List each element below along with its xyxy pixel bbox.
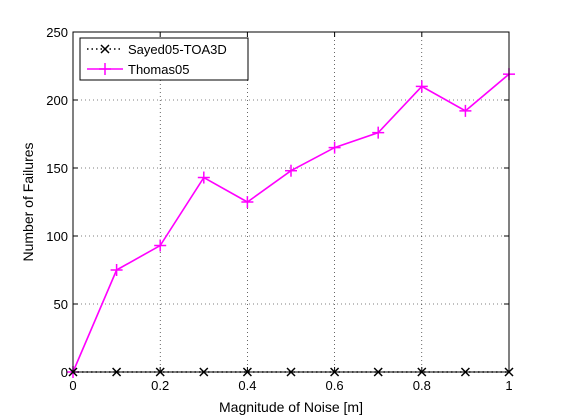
x-tick-label: 0.8	[413, 378, 431, 393]
plot-area	[73, 32, 509, 372]
y-tick-label: 200	[46, 93, 68, 108]
legend-label: Sayed05-TOA3D	[128, 42, 227, 57]
data-point-marker	[285, 164, 297, 177]
legend-box	[79, 37, 249, 81]
data-point-marker	[197, 171, 210, 184]
data-point-marker	[372, 126, 385, 139]
data-point-marker	[415, 80, 428, 93]
y-tick-label: 0	[61, 365, 68, 380]
legend-entry: Sayed05-TOA3D	[87, 42, 227, 57]
series-thomas05	[67, 68, 515, 378]
data-point-marker	[154, 239, 167, 252]
legend-marker	[100, 44, 110, 54]
legend: Sayed05-TOA3D Thomas05	[79, 37, 249, 81]
x-tick-label: 0.2	[151, 378, 169, 393]
data-point-marker	[110, 264, 123, 276]
y-tick-label: 100	[46, 229, 68, 244]
x-axis-label: Magnitude of Noise [m]	[219, 399, 363, 415]
plot-frame	[72, 31, 510, 373]
axis-ticks: 0 0.2 0.4 0.6 0.8 1 0 50 100 150 200 250	[46, 25, 512, 393]
y-axis-label: Number of Failures	[20, 142, 36, 261]
y-tick-label: 150	[46, 161, 68, 176]
x-tick-label: 0	[69, 378, 76, 393]
y-tick-label: 250	[46, 25, 68, 40]
x-tick-label: 0.6	[326, 378, 344, 393]
legend-entry: Thomas05	[87, 62, 189, 77]
x-tick-label: 1	[505, 378, 512, 393]
y-tick-label: 50	[54, 297, 68, 312]
data-point-marker	[459, 104, 472, 117]
legend-marker	[99, 63, 111, 75]
legend-label: Thomas05	[128, 62, 189, 77]
x-tick-label: 0.4	[238, 378, 256, 393]
data-point-marker	[328, 141, 341, 154]
data-point-marker	[241, 196, 254, 208]
